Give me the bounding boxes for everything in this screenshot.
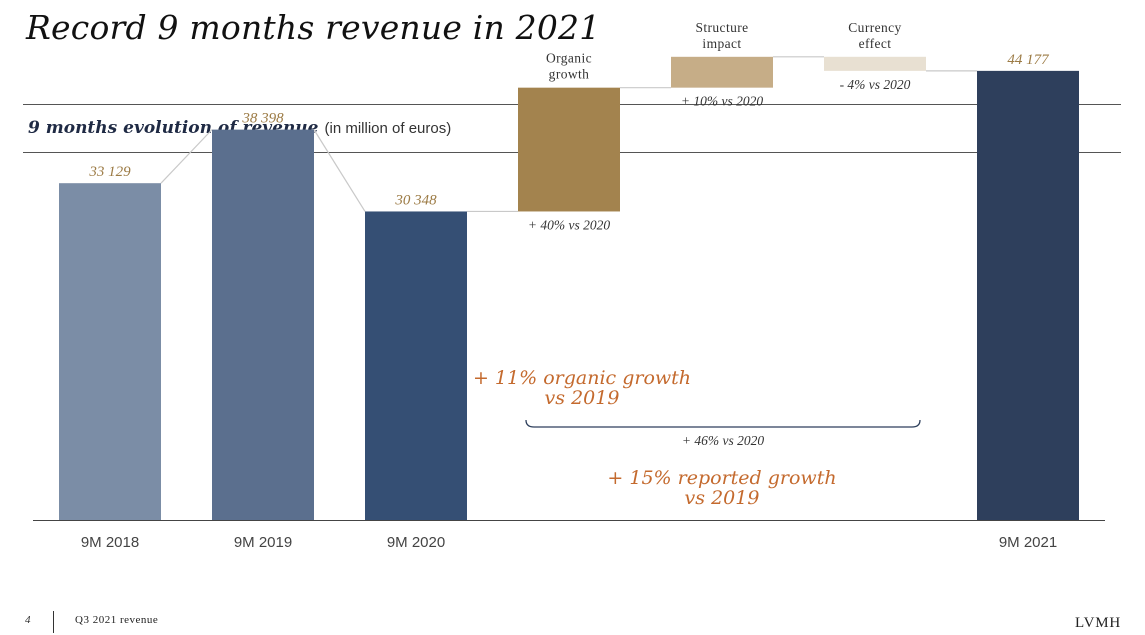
step-label-currency-effect: Currency effect	[848, 20, 901, 51]
value-label: 38 398	[241, 111, 284, 127]
footer-text: Q3 2021 revenue	[75, 614, 159, 626]
reported-growth-vs-2019-annotation: + 15% reported growth vs 2019	[607, 467, 836, 509]
value-label: 44 177	[1007, 52, 1050, 68]
connector-line	[160, 129, 213, 184]
bar-currency-effect	[824, 56, 926, 71]
connector-line	[313, 129, 366, 212]
bracket-line	[525, 419, 921, 428]
unit-label: (in million of euros)	[324, 120, 452, 137]
step-label-organic-growth: Organic growth	[546, 51, 592, 82]
page-title: Record 9 months revenue in 2021	[26, 8, 601, 47]
delta-note: + 10% vs 2020	[681, 94, 763, 109]
organic-growth-vs-2019-annotation: + 11% organic growth vs 2019	[473, 367, 691, 409]
bar-9m-2019	[212, 129, 314, 520]
x-tick-label: 9M 2018	[81, 534, 139, 551]
bracket-note: + 46% vs 2020	[682, 433, 764, 448]
page-number: 4	[25, 614, 31, 626]
bar-9m-2021	[977, 70, 1079, 521]
bar-9m-2018	[59, 183, 161, 520]
footer-separator	[53, 611, 54, 633]
bar-organic-growth	[518, 87, 620, 212]
step-label-structure-impact: Structure impact	[695, 20, 748, 51]
x-tick-label: 9M 2019	[234, 534, 292, 551]
x-tick-label: 9M 2020	[387, 534, 445, 551]
x-tick-label: 9M 2021	[999, 534, 1057, 551]
brand-logo: LVMH	[1075, 615, 1121, 631]
delta-note: - 4% vs 2020	[840, 77, 911, 92]
bar-structure-impact	[671, 56, 773, 88]
value-label: 33 129	[88, 164, 131, 180]
bar-9m-2020	[365, 211, 467, 520]
value-label: 30 348	[394, 192, 437, 208]
delta-note: + 40% vs 2020	[528, 217, 610, 232]
